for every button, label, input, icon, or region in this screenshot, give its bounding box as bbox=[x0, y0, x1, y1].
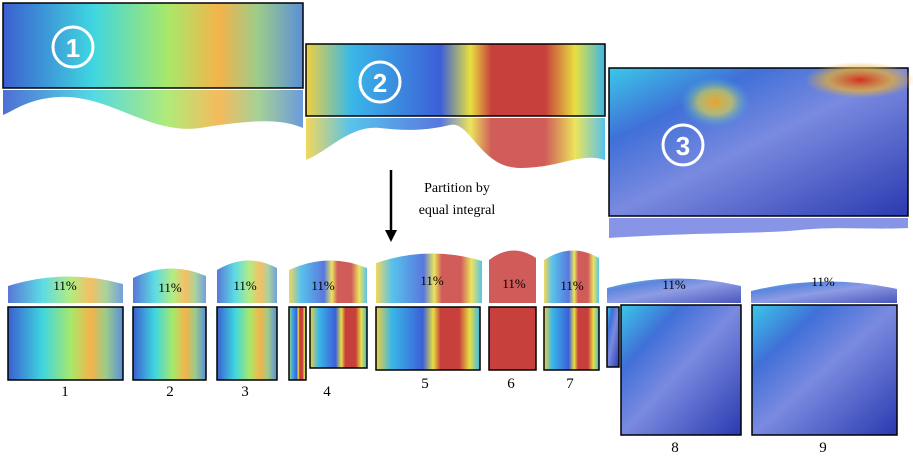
badge-number: 1 bbox=[66, 33, 80, 63]
badge-number: 3 bbox=[676, 131, 690, 161]
piece-image bbox=[7, 306, 124, 381]
saliency-strip bbox=[607, 278, 741, 303]
piece-share: 11% bbox=[311, 278, 335, 293]
piece-share: 11% bbox=[662, 277, 686, 292]
arrow-label: equal integral bbox=[419, 203, 496, 218]
arrow-head bbox=[385, 230, 397, 242]
badge bbox=[358, 60, 402, 104]
heatmap-image bbox=[2, 2, 304, 89]
saliency-strip bbox=[376, 253, 482, 303]
piece-share: 11% bbox=[233, 278, 257, 293]
piece-label: 3 bbox=[241, 384, 249, 400]
saliency-strip bbox=[751, 281, 897, 303]
piece-label: 5 bbox=[421, 376, 429, 392]
arrow-label: Partition by bbox=[424, 181, 490, 196]
saliency-curve bbox=[609, 218, 908, 238]
hotspot bbox=[805, 62, 913, 98]
saliency-strip bbox=[8, 276, 123, 303]
saliency-strip bbox=[289, 260, 367, 303]
piece-image bbox=[751, 304, 898, 436]
piece-label: 8 bbox=[671, 440, 679, 456]
piece-share: 11% bbox=[502, 276, 526, 291]
piece-share: 11% bbox=[53, 278, 77, 293]
piece-label: 9 bbox=[819, 440, 827, 456]
piece-image bbox=[375, 306, 481, 371]
piece-image bbox=[132, 306, 207, 381]
piece-share: 11% bbox=[158, 280, 182, 295]
piece-image bbox=[606, 306, 620, 368]
piece-image bbox=[620, 304, 742, 436]
piece-image bbox=[543, 306, 600, 371]
saliency-strip bbox=[544, 250, 599, 303]
saliency-strip bbox=[217, 260, 277, 303]
piece-label: 2 bbox=[166, 384, 174, 400]
heatmap-image bbox=[305, 43, 606, 117]
badge-number: 2 bbox=[373, 68, 387, 98]
piece-image bbox=[488, 306, 537, 371]
badge bbox=[51, 25, 95, 69]
hotspot bbox=[680, 77, 750, 127]
piece-label: 4 bbox=[323, 384, 331, 400]
saliency-strip bbox=[133, 268, 206, 303]
badge bbox=[661, 123, 705, 167]
pieces: 11% 1 11% 2 11% 3 11% 4 11% 5 11% 6 11% 7 11% 8 11% 9 bbox=[7, 250, 898, 456]
piece-share: 11% bbox=[560, 278, 584, 293]
saliency-strip bbox=[489, 250, 536, 303]
piece-image bbox=[288, 306, 307, 381]
piece-label: 6 bbox=[507, 376, 515, 392]
piece-label: 7 bbox=[566, 376, 574, 392]
piece-label: 1 bbox=[61, 384, 69, 400]
piece-share: 11% bbox=[420, 273, 444, 288]
piece-image bbox=[216, 306, 278, 381]
piece-image bbox=[309, 306, 368, 369]
saliency-curve bbox=[3, 90, 303, 129]
saliency-curve bbox=[306, 118, 605, 168]
piece-share: 11% bbox=[811, 274, 835, 289]
